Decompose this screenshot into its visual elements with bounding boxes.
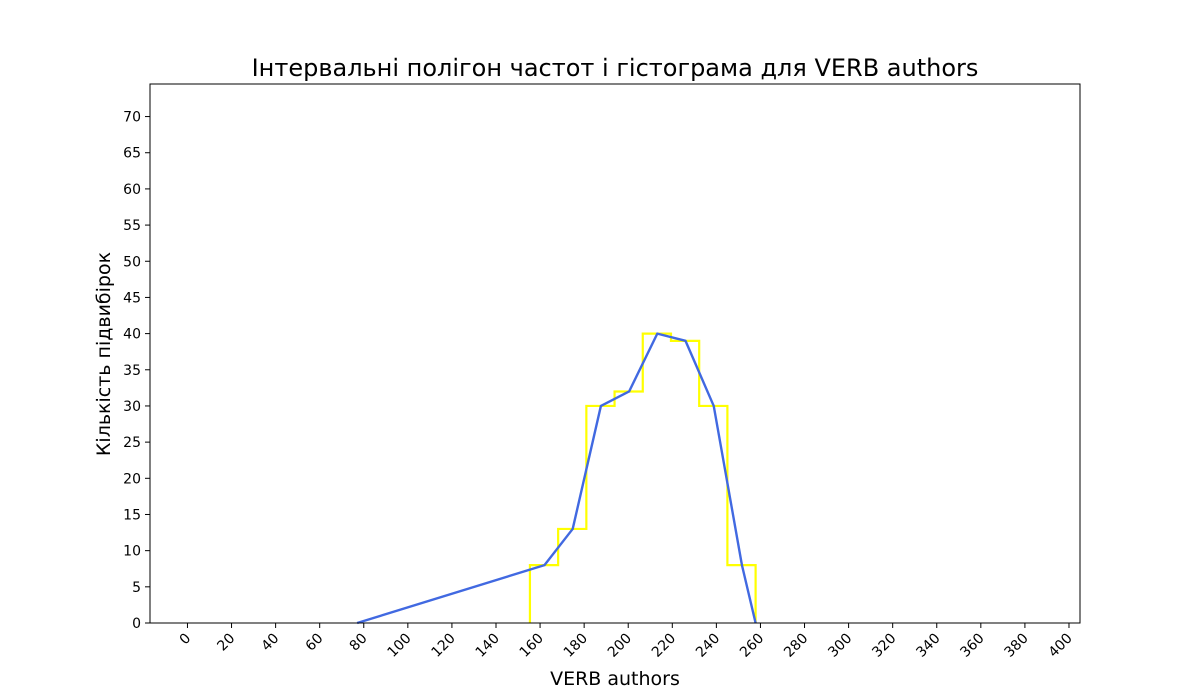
x-tick-label: 0 bbox=[177, 631, 195, 649]
y-tick-label: 60 bbox=[123, 182, 141, 198]
x-tick-label: 200 bbox=[605, 631, 635, 661]
y-tick-label: 50 bbox=[123, 254, 141, 270]
x-tick-label: 260 bbox=[737, 631, 767, 661]
plot-area bbox=[150, 84, 1080, 623]
y-tick-label: 70 bbox=[123, 110, 141, 126]
x-tick-label: 400 bbox=[1046, 631, 1076, 661]
y-axis-label: Кількість підвибірок bbox=[93, 252, 115, 456]
x-tick-label: 300 bbox=[825, 631, 855, 661]
x-tick-label: 180 bbox=[561, 631, 591, 661]
y-tick-label: 55 bbox=[123, 218, 141, 234]
x-tick-label: 380 bbox=[1002, 631, 1032, 661]
y-tick-label: 40 bbox=[123, 327, 141, 343]
x-tick-label: 160 bbox=[517, 631, 547, 661]
plot-frame bbox=[149, 83, 1081, 624]
x-tick-label: 20 bbox=[214, 631, 238, 655]
y-tick-label: 65 bbox=[123, 146, 141, 162]
x-axis-label: VERB authors bbox=[550, 668, 680, 690]
x-tick-label: 60 bbox=[303, 631, 327, 655]
y-tick-label: 30 bbox=[123, 399, 141, 415]
x-tick-label: 80 bbox=[347, 631, 371, 655]
y-tick-label: 25 bbox=[123, 435, 141, 451]
y-tick-label: 35 bbox=[123, 363, 141, 379]
y-tick-label: 20 bbox=[123, 471, 141, 487]
x-tick-label: 40 bbox=[259, 631, 283, 655]
x-tick-label: 140 bbox=[473, 631, 503, 661]
x-tick-label: 220 bbox=[649, 631, 679, 661]
y-tick-label: 15 bbox=[123, 507, 141, 523]
x-tick-label: 120 bbox=[429, 631, 459, 661]
x-tick-label: 360 bbox=[957, 631, 987, 661]
frequency-polygon-line bbox=[356, 332, 757, 625]
y-tick-label: 10 bbox=[123, 544, 141, 560]
x-tick-label: 280 bbox=[781, 631, 811, 661]
y-tick-label: 0 bbox=[132, 616, 141, 632]
x-tick-label: 320 bbox=[869, 631, 899, 661]
x-tick-label: 240 bbox=[693, 631, 723, 661]
x-tick-label: 340 bbox=[913, 631, 943, 661]
y-tick-label: 5 bbox=[132, 580, 141, 596]
x-tick-label: 100 bbox=[384, 631, 414, 661]
chart-title: Інтервальні полігон частот і гістограма … bbox=[252, 54, 979, 82]
y-tick-label: 45 bbox=[123, 290, 141, 306]
